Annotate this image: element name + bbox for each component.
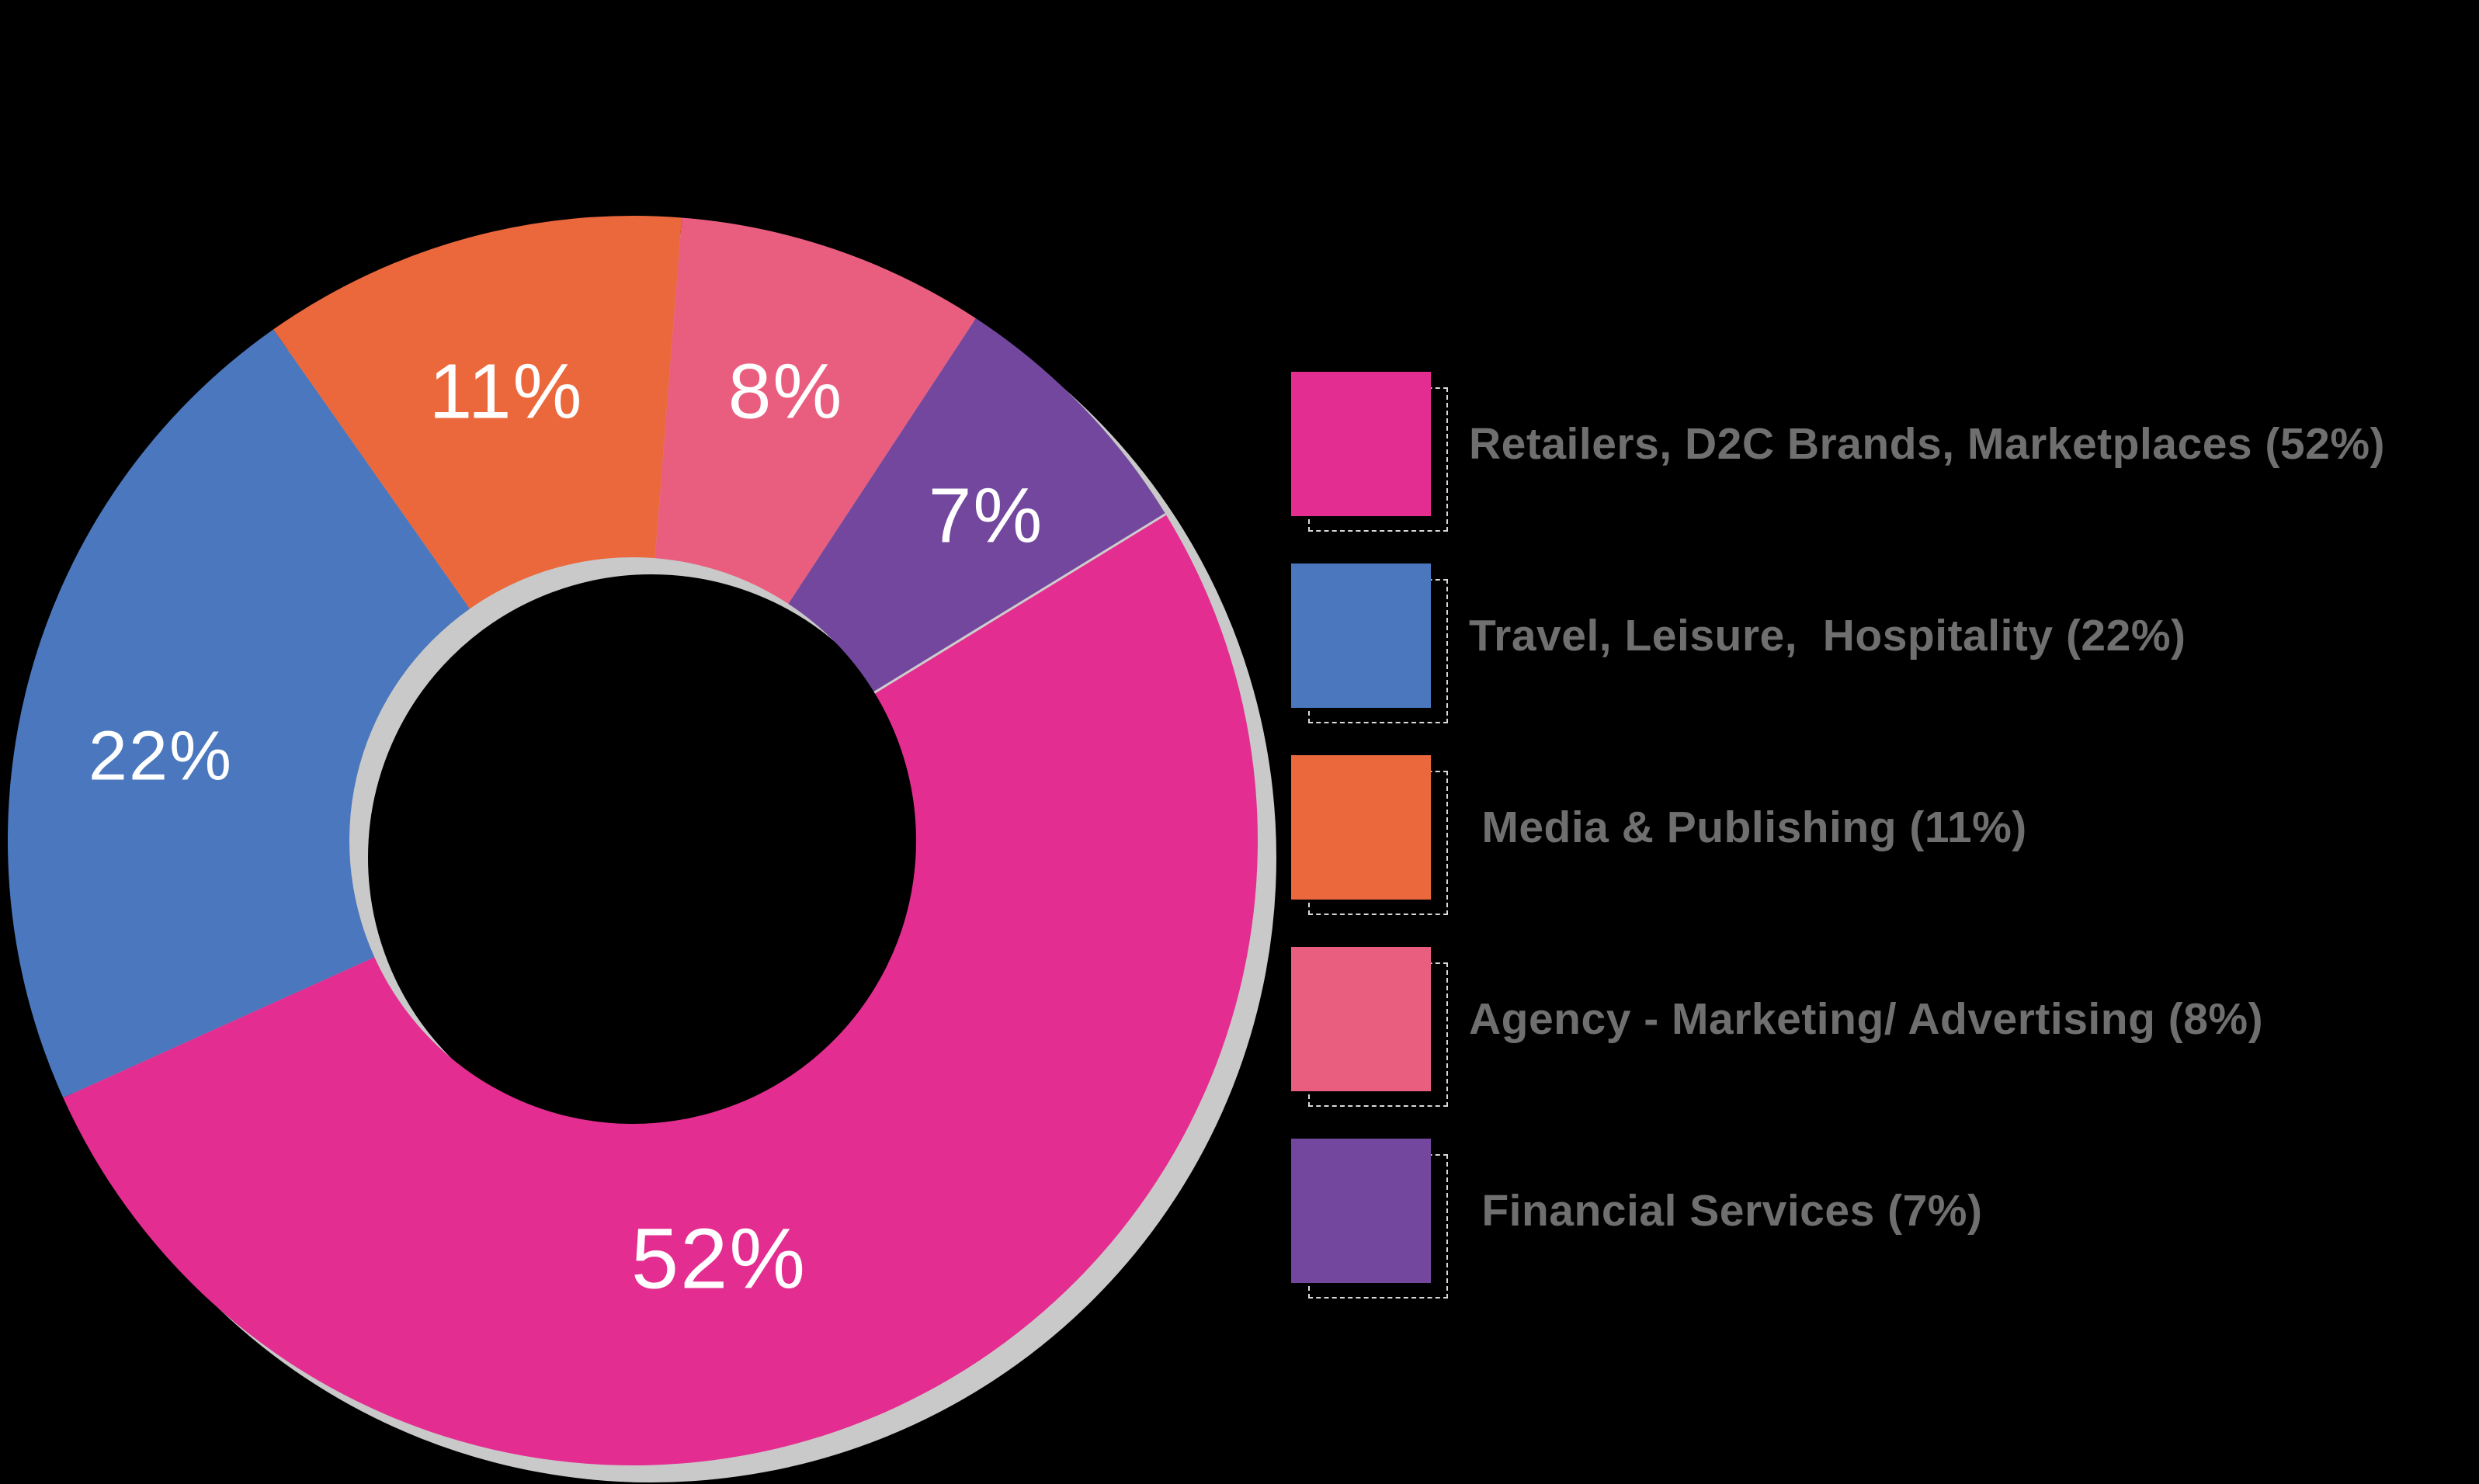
slice-pct-label-52: 52% bbox=[630, 1211, 807, 1307]
legend-item-retailers: Retailers, D2C Brands, Marketplaces (52%… bbox=[1291, 372, 2479, 532]
slice-pct-label-11: 11% bbox=[429, 348, 584, 435]
donut-slice-11pct bbox=[273, 216, 682, 609]
legend-swatch-media bbox=[1291, 755, 1431, 900]
donut-slice-22pct bbox=[7, 329, 470, 1098]
donut-slices bbox=[7, 216, 1259, 1466]
legend-item-media: Media & Publishing (11%) bbox=[1291, 755, 2479, 915]
slice-pct-label-22: 22% bbox=[88, 717, 234, 796]
legend-label-financial: Financial Services (7%) bbox=[1469, 1186, 1983, 1236]
donut-slice-52pct bbox=[63, 514, 1259, 1466]
legend-label-agency: Agency - Marketing/ Advertising (8%) bbox=[1469, 994, 2264, 1044]
slice-divider bbox=[873, 513, 1167, 694]
donut-slice-7pct bbox=[788, 318, 1166, 693]
slice-pct-label-7: 7% bbox=[928, 472, 1044, 560]
legend-swatch-retailers bbox=[1291, 372, 1431, 516]
slice-divider-group bbox=[873, 513, 1167, 694]
legend-label-travel: Travel, Leisure, Hospitality (22%) bbox=[1469, 611, 2186, 661]
legend-label-media: Media & Publishing (11%) bbox=[1469, 803, 2027, 852]
legend-swatch-travel bbox=[1291, 563, 1431, 708]
legend-item-agency: Agency - Marketing/ Advertising (8%) bbox=[1291, 947, 2479, 1107]
legend-swatch-financial bbox=[1291, 1139, 1431, 1283]
legend-swatch-agency bbox=[1291, 947, 1431, 1091]
legend-item-financial: Financial Services (7%) bbox=[1291, 1139, 2479, 1298]
slice-pct-label-8: 8% bbox=[727, 348, 844, 435]
legend-label-retailers: Retailers, D2C Brands, Marketplaces (52%… bbox=[1469, 419, 2385, 469]
donut-slice-8pct bbox=[654, 217, 976, 604]
legend-item-travel: Travel, Leisure, Hospitality (22%) bbox=[1291, 563, 2479, 723]
